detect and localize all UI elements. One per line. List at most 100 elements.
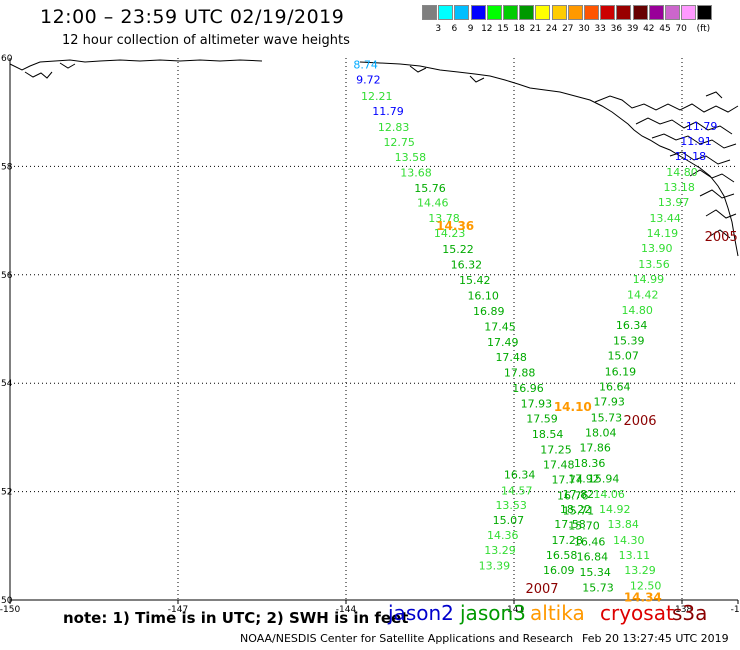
swh-value-label: 17.86 xyxy=(579,442,611,455)
lat-tick-label: 50 xyxy=(1,596,13,606)
swh-value-label: 14.80 xyxy=(621,304,653,317)
coastline-alaska xyxy=(9,59,739,257)
swh-value-label: 14.06 xyxy=(593,488,625,501)
lat-tick-label: 52 xyxy=(1,488,12,498)
swh-value-label: 18.54 xyxy=(532,428,564,441)
lat-tick-label: 56 xyxy=(1,271,13,281)
credit-line: NOAA/NESDIS Center for Satellite Applica… xyxy=(240,632,574,645)
swh-value-label: 13.90 xyxy=(641,242,673,255)
swh-value-label: 11.79 xyxy=(686,120,718,133)
swh-value-label: 15.42 xyxy=(459,274,491,287)
swh-value-label: 16.96 xyxy=(512,382,544,395)
swh-value-label: 16.19 xyxy=(605,365,637,378)
color-scale-label: 24 xyxy=(545,24,558,34)
swh-value-label: 15.07 xyxy=(493,514,525,527)
page-title: 12:00 – 23:59 UTC 02/19/2019 xyxy=(40,6,345,28)
color-swatch xyxy=(503,5,518,20)
altika-swh-label: 14.36 xyxy=(436,219,474,233)
swh-observations: 8.74 9.72 12.21 11.79 12.83 12.75 13.58 13.68 15… xyxy=(353,59,717,605)
swh-value-label: 9.72 xyxy=(356,74,381,87)
swh-value-label: 17.48 xyxy=(543,459,575,472)
swh-value-label: 17.49 xyxy=(487,336,519,349)
color-swatch xyxy=(535,5,551,20)
lat-tick-label: 54 xyxy=(1,379,13,389)
swh-value-label: 16.89 xyxy=(473,305,505,318)
swh-value-label: 16.09 xyxy=(543,564,575,577)
lon-tick-label: -150 xyxy=(0,605,20,615)
swh-value-label: 15.22 xyxy=(442,243,474,256)
color-scale-label: 6 xyxy=(451,24,458,34)
satellite-jason3-label: jason3 xyxy=(460,601,526,625)
swh-value-label: 18.36 xyxy=(574,457,606,470)
swh-value-label: 15.73 xyxy=(591,411,623,424)
color-swatch xyxy=(600,5,616,20)
swh-value-label: 15.34 xyxy=(579,566,611,579)
swh-value-label: 13.11 xyxy=(619,549,651,562)
color-scale-label: 45 xyxy=(659,24,671,34)
generation-timestamp: Feb 20 13:27:45 UTC 2019 xyxy=(582,632,729,645)
lon-tick-label: -141 xyxy=(504,605,524,615)
swh-value-label: 17.82 xyxy=(563,488,595,501)
color-swatch xyxy=(422,5,437,20)
swh-value-label: 17.74 xyxy=(551,474,583,487)
color-swatch xyxy=(567,5,583,20)
color-scale-label: 30 xyxy=(578,24,590,34)
swh-value-label: 17.93 xyxy=(593,396,625,409)
swh-value-label: 13.56 xyxy=(638,258,670,271)
footnote: note: 1) Time is in UTC; 2) SWH is in fe… xyxy=(63,609,409,627)
swh-value-label: 14.42 xyxy=(627,288,659,301)
swh-value-label: 14.19 xyxy=(647,227,679,240)
swh-value-label: 15.70 xyxy=(568,520,600,533)
color-swatch xyxy=(438,5,454,20)
swh-value-label: 16.34 xyxy=(504,468,536,481)
swh-value-label: 16.34 xyxy=(616,319,648,332)
swh-value-label: 12.83 xyxy=(378,121,410,134)
altika-swh-label: 14.10 xyxy=(554,400,592,414)
swh-value-label: 14.99 xyxy=(633,273,665,286)
lat-tick-label: 60 xyxy=(1,54,13,64)
swh-value-label: 14.23 xyxy=(434,227,466,240)
swh-value-label: 13.53 xyxy=(495,499,527,512)
satellite-cryosat-label: cryosat xyxy=(600,601,674,625)
color-swatch xyxy=(551,5,567,20)
swh-value-label: 13.78 xyxy=(428,212,460,225)
color-swatch xyxy=(616,5,632,20)
swh-value-label: 13.18 xyxy=(663,181,695,194)
swh-value-label: 11.18 xyxy=(675,150,707,163)
pass-number-label: 2006 xyxy=(623,414,656,429)
color-swatch xyxy=(584,5,599,20)
swh-value-label: 17.93 xyxy=(521,397,553,410)
swh-value-label: 17.48 xyxy=(495,351,527,364)
swh-value-label: 15.94 xyxy=(588,473,620,486)
swh-value-label: 11.79 xyxy=(372,105,404,118)
swh-value-label: 13.29 xyxy=(624,564,656,577)
swh-value-label: 11.91 xyxy=(680,135,712,148)
swh-value-label: 16.76 xyxy=(557,489,589,502)
lat-tick-label: 58 xyxy=(1,162,13,172)
swh-value-label: 8.74 xyxy=(353,59,378,72)
swh-value-label: 12.75 xyxy=(383,136,415,149)
color-scale-label: 39 xyxy=(626,24,639,34)
pass-number-labels: 2005 2006 2007 xyxy=(525,230,737,597)
swh-value-label: 14.92 xyxy=(599,503,631,516)
swh-value-label: 13.84 xyxy=(607,518,639,531)
swh-value-label: 13.44 xyxy=(649,212,681,225)
satellite-jason2-label: jason2 xyxy=(388,601,454,625)
swh-value-label: 12.50 xyxy=(630,579,662,592)
swh-value-label: 13.39 xyxy=(479,559,511,572)
pass-number-label: 2005 xyxy=(705,230,738,245)
lon-tick-label: -144 xyxy=(336,605,357,615)
swh-value-label: 15.73 xyxy=(582,582,614,595)
swh-value-label: 17.88 xyxy=(504,366,536,379)
color-swatch xyxy=(648,5,664,20)
lat-lon-grid xyxy=(10,58,738,600)
swh-value-label: 16.10 xyxy=(467,289,499,302)
swh-value-label: 15.07 xyxy=(607,350,639,363)
lon-tick-label: -138 xyxy=(672,605,693,615)
swh-value-label: 13.68 xyxy=(400,166,432,179)
color-scale-label: 15 xyxy=(497,24,509,34)
lon-tick-label: -147 xyxy=(168,605,188,615)
color-swatch xyxy=(470,5,486,20)
map-frame xyxy=(9,58,738,601)
color-scale-label: 21 xyxy=(529,24,542,34)
